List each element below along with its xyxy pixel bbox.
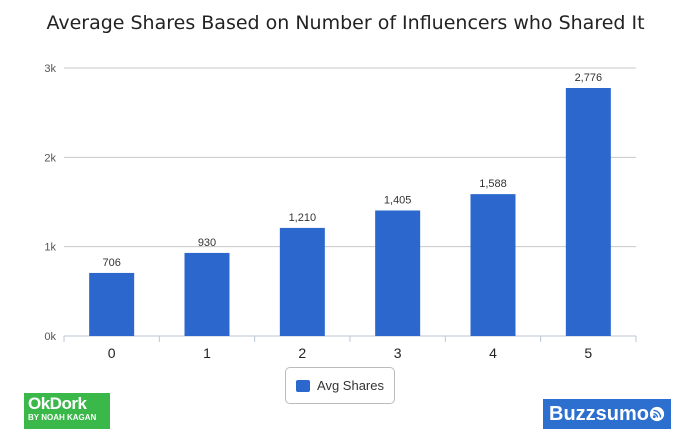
legend[interactable]: Avg Shares xyxy=(285,367,395,404)
legend-swatch xyxy=(296,379,311,392)
data-label: 706 xyxy=(102,257,120,269)
data-label: 1,588 xyxy=(479,178,507,190)
okdork-logo-title: OkDork xyxy=(28,394,87,413)
buzzsumo-logo: Buzzsumo xyxy=(543,399,671,429)
bar xyxy=(279,227,325,336)
data-label: 1,405 xyxy=(384,194,412,206)
x-tick-label: 0 xyxy=(108,345,116,361)
bar xyxy=(375,210,421,336)
x-tick-label: 2 xyxy=(298,345,306,361)
y-tick-label: 3k xyxy=(44,63,56,75)
chart-title: Average Shares Based on Number of Influe… xyxy=(46,12,645,34)
bar xyxy=(184,252,230,336)
x-tick-label: 4 xyxy=(489,345,497,361)
x-tick-label: 5 xyxy=(584,345,592,361)
data-label: 2,776 xyxy=(575,72,603,84)
okdork-logo-subtitle: BY NOAH KAGAN xyxy=(28,413,97,422)
buzzsumo-logo-text: Buzzsumo xyxy=(549,402,649,425)
data-label: 1,210 xyxy=(289,212,317,224)
signal-icon xyxy=(649,406,665,422)
x-tick-label: 3 xyxy=(394,345,402,361)
y-tick-label: 1k xyxy=(44,242,56,254)
okdork-logo: OkDork BY NOAH KAGAN xyxy=(24,393,110,429)
data-label: 930 xyxy=(198,237,216,249)
x-tick-label: 1 xyxy=(203,345,211,361)
bar xyxy=(470,194,516,336)
y-tick-label: 0k xyxy=(44,331,56,343)
bar xyxy=(565,88,611,336)
y-tick-label: 2k xyxy=(44,152,56,164)
legend-label: Avg Shares xyxy=(317,378,384,393)
bar xyxy=(89,272,135,336)
